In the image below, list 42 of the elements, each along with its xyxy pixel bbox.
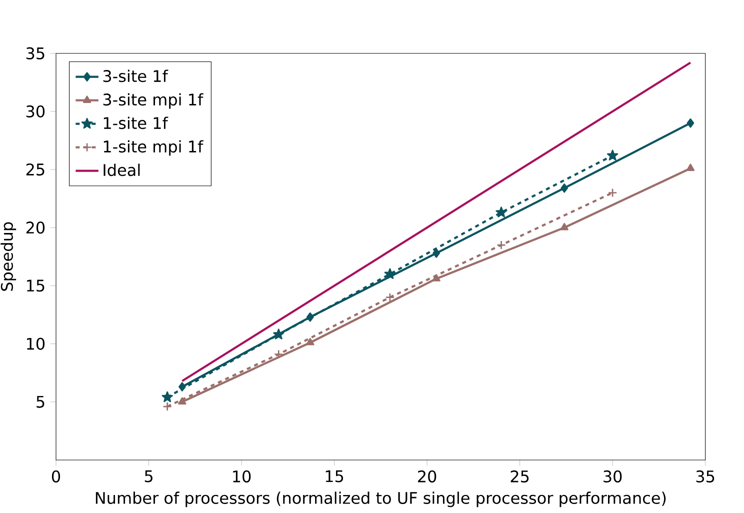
point bbox=[686, 118, 694, 128]
x-tick-label: 5 bbox=[144, 470, 152, 482]
point bbox=[306, 312, 314, 322]
x-tick-label: 20 bbox=[418, 470, 436, 482]
point bbox=[686, 164, 695, 171]
legend-label: 3-site 1f bbox=[103, 70, 168, 82]
legend-label: 3-site mpi 1f bbox=[103, 93, 204, 109]
point bbox=[385, 292, 395, 302]
point bbox=[496, 240, 506, 250]
x-tick-label: 30 bbox=[604, 470, 622, 482]
x-tick-label: 25 bbox=[510, 470, 529, 482]
y-tick-label: 25 bbox=[26, 163, 44, 176]
point bbox=[608, 188, 618, 198]
y-tick-label: 20 bbox=[26, 221, 45, 234]
legend-label: 1-site 1f bbox=[104, 116, 168, 129]
x-tick-label: 35 bbox=[696, 470, 714, 482]
y-tick-label: 35 bbox=[26, 47, 44, 60]
point bbox=[560, 183, 568, 193]
point bbox=[162, 391, 173, 402]
point bbox=[178, 382, 186, 392]
x-tick-label: 15 bbox=[326, 470, 344, 482]
y-tick-label: 30 bbox=[26, 105, 45, 118]
point bbox=[384, 268, 396, 279]
y-tick-label: 15 bbox=[27, 280, 44, 292]
point bbox=[560, 222, 568, 230]
point bbox=[178, 397, 186, 404]
legend-label: Ideal bbox=[104, 164, 140, 176]
point bbox=[273, 328, 284, 340]
x-tick-label: 10 bbox=[233, 470, 251, 482]
point bbox=[432, 274, 440, 282]
point bbox=[306, 338, 314, 346]
x-tick-label: 0 bbox=[52, 470, 60, 482]
point bbox=[432, 248, 440, 258]
x-axis-title: Number of processors (normalized to UF single processor performance) bbox=[96, 491, 666, 507]
y-axis-title: Speedup bbox=[0, 222, 16, 291]
point bbox=[274, 349, 284, 359]
point bbox=[496, 206, 507, 218]
legend-label: 1-site mpi 1f bbox=[104, 140, 204, 156]
point bbox=[162, 402, 172, 412]
y-tick-label: 10 bbox=[27, 338, 45, 350]
y-tick-label: 5 bbox=[36, 396, 44, 408]
point bbox=[606, 150, 618, 160]
